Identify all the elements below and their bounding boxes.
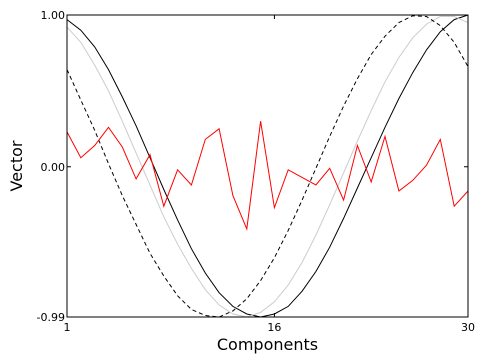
y-tick-label: -0.99 xyxy=(37,311,65,324)
y-tick-label: 0.00 xyxy=(41,161,66,174)
plot-frame xyxy=(66,14,469,318)
series-line-4 xyxy=(66,121,469,231)
series-line-3 xyxy=(66,15,469,318)
y-axis-label: Vector xyxy=(7,140,26,191)
x-tick-label: 30 xyxy=(461,321,475,334)
series-layer xyxy=(66,14,469,318)
y-tick-label: 1.00 xyxy=(41,9,66,22)
series-line-2 xyxy=(66,16,469,318)
x-tick-label: 1 xyxy=(64,321,71,334)
x-axis-label: Components xyxy=(217,335,318,354)
series-line-1 xyxy=(66,14,469,318)
ticks-layer: 1 16 30 1.00 0.00 -0.99 xyxy=(37,9,475,334)
x-tick-label: 16 xyxy=(267,321,281,334)
